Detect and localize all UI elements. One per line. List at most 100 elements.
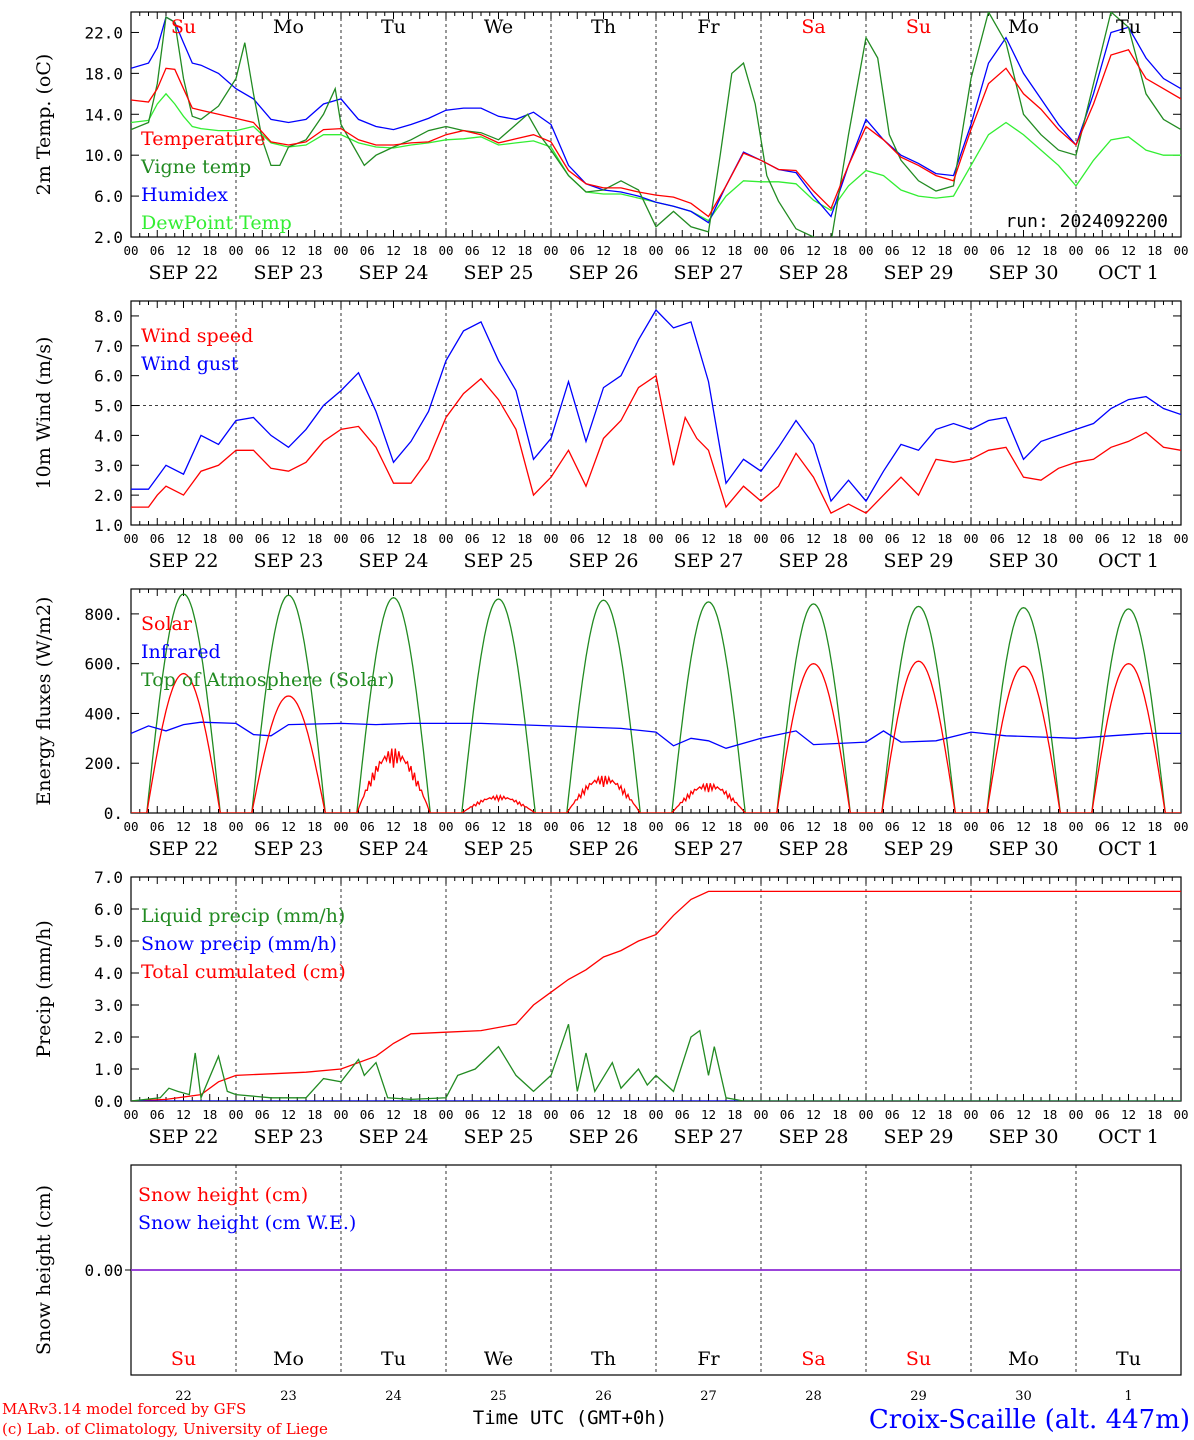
- hour-tick-label: 06: [1095, 531, 1110, 546]
- hour-tick-label: 18: [307, 819, 322, 834]
- hour-tick-label: 00: [753, 531, 768, 546]
- hour-tick-label: 18: [622, 243, 637, 258]
- date-label: SEP 28: [779, 838, 849, 860]
- hour-tick-label: 00: [858, 243, 873, 258]
- hour-tick-label: 18: [202, 531, 217, 546]
- y-tick-label: 18.0: [84, 64, 123, 83]
- day-of-week-label: Su: [906, 16, 931, 38]
- hour-tick-label: 06: [780, 531, 795, 546]
- hour-tick-label: 00: [228, 1107, 243, 1122]
- hour-tick-label: 12: [701, 243, 716, 258]
- date-label: SEP 26: [569, 838, 639, 860]
- date-label: SEP 22: [149, 262, 219, 284]
- hour-tick-label: 18: [1147, 531, 1162, 546]
- legend-entry: Infrared: [141, 641, 221, 663]
- day-number-label: 30: [1015, 1389, 1032, 1404]
- hour-tick-label: 12: [806, 243, 821, 258]
- legend-entry: Wind gust: [141, 353, 239, 375]
- hour-tick-label: 00: [543, 531, 558, 546]
- y-tick-label: 7.0: [94, 868, 123, 887]
- hour-tick-label: 12: [491, 243, 506, 258]
- hour-tick-label: 18: [202, 1107, 217, 1122]
- panel-wind: [130, 300, 1182, 526]
- legend-entry: Top of Atmosphere (Solar): [141, 669, 394, 691]
- hour-tick-label: 06: [885, 243, 900, 258]
- hour-tick-label: 00: [963, 819, 978, 834]
- hour-tick-label: 00: [963, 531, 978, 546]
- hour-tick-label: 06: [360, 243, 375, 258]
- date-label: SEP 23: [254, 550, 324, 572]
- date-label: SEP 26: [569, 262, 639, 284]
- hour-tick-label: 18: [937, 819, 952, 834]
- date-label: SEP 24: [359, 262, 429, 284]
- legend-entry: Solar: [141, 613, 193, 635]
- hour-tick-label: 06: [465, 531, 480, 546]
- hour-tick-label: 00: [123, 531, 138, 546]
- hour-tick-label: 00: [123, 819, 138, 834]
- hour-tick-label: 18: [202, 243, 217, 258]
- hour-tick-label: 00: [1173, 243, 1188, 258]
- hour-tick-label: 00: [1173, 819, 1188, 834]
- legend-entry: Snow precip (mm/h): [141, 933, 337, 955]
- y-tick-label: 800.: [84, 605, 123, 624]
- date-label: SEP 30: [989, 550, 1059, 572]
- series-line-top-of-atmosphere-solar-: [131, 593, 1181, 813]
- legend-entry: Total cumulated (cm): [141, 961, 346, 983]
- hour-tick-label: 06: [255, 531, 270, 546]
- day-of-week-label: We: [484, 16, 513, 38]
- panel-frame: [130, 11, 1182, 238]
- y-tick-label: 2.0: [94, 486, 123, 505]
- hour-tick-label: 12: [1121, 1107, 1136, 1122]
- day-number-label: 26: [595, 1389, 612, 1404]
- hour-tick-label: 06: [675, 819, 690, 834]
- date-label: SEP 25: [464, 262, 534, 284]
- y-tick-label: 5.0: [94, 397, 123, 416]
- hour-tick-label: 06: [255, 243, 270, 258]
- hour-tick-label: 12: [1016, 1107, 1031, 1122]
- day-number-label: 28: [805, 1389, 822, 1404]
- hour-tick-label: 12: [1121, 243, 1136, 258]
- day-number-label: 29: [910, 1389, 927, 1404]
- hour-tick-label: 18: [727, 819, 742, 834]
- hour-tick-label: 06: [255, 1107, 270, 1122]
- hour-tick-label: 06: [255, 819, 270, 834]
- date-label: SEP 22: [149, 1126, 219, 1148]
- hour-tick-label: 18: [307, 1107, 322, 1122]
- hour-tick-label: 00: [753, 819, 768, 834]
- hour-tick-label: 00: [858, 531, 873, 546]
- series-line-dewpoint-temp: [131, 92, 1181, 222]
- hour-tick-label: 06: [675, 531, 690, 546]
- hour-tick-label: 18: [937, 1107, 952, 1122]
- date-label: SEP 23: [254, 262, 324, 284]
- day-of-week-label: Su: [171, 1348, 196, 1370]
- legend-entry: Vigne temp: [140, 156, 251, 178]
- hour-tick-label: 18: [727, 1107, 742, 1122]
- series-line-solar: [131, 660, 1181, 813]
- hour-tick-label: 06: [150, 819, 165, 834]
- hour-tick-label: 12: [806, 1107, 821, 1122]
- hour-tick-label: 18: [1147, 243, 1162, 258]
- day-number-label: 24: [385, 1389, 402, 1404]
- y-tick-label: 0.0: [94, 1092, 123, 1111]
- hour-tick-label: 12: [806, 531, 821, 546]
- y-axis-label: 10m Wind (m/s): [33, 337, 55, 490]
- y-tick-label: 10.0: [84, 146, 123, 165]
- hour-tick-label: 12: [911, 1107, 926, 1122]
- hour-tick-label: 00: [963, 243, 978, 258]
- hour-tick-label: 18: [517, 531, 532, 546]
- date-label: SEP 25: [464, 1126, 534, 1148]
- y-tick-label: 200.: [84, 754, 123, 773]
- hour-tick-label: 12: [596, 243, 611, 258]
- date-label: SEP 30: [989, 262, 1059, 284]
- legend-entry: Humidex: [141, 184, 228, 206]
- date-label: SEP 26: [569, 1126, 639, 1148]
- y-axis-label: 2m Temp. (oC): [33, 54, 55, 196]
- legend-entry: Liquid precip (mm/h): [141, 905, 345, 927]
- hour-tick-label: 12: [386, 243, 401, 258]
- hour-tick-label: 06: [1095, 243, 1110, 258]
- y-tick-label: 1.0: [94, 1060, 123, 1079]
- hour-tick-label: 12: [176, 819, 191, 834]
- hour-tick-label: 18: [412, 819, 427, 834]
- hour-tick-label: 00: [228, 243, 243, 258]
- legend-entry: Temperature: [141, 128, 265, 150]
